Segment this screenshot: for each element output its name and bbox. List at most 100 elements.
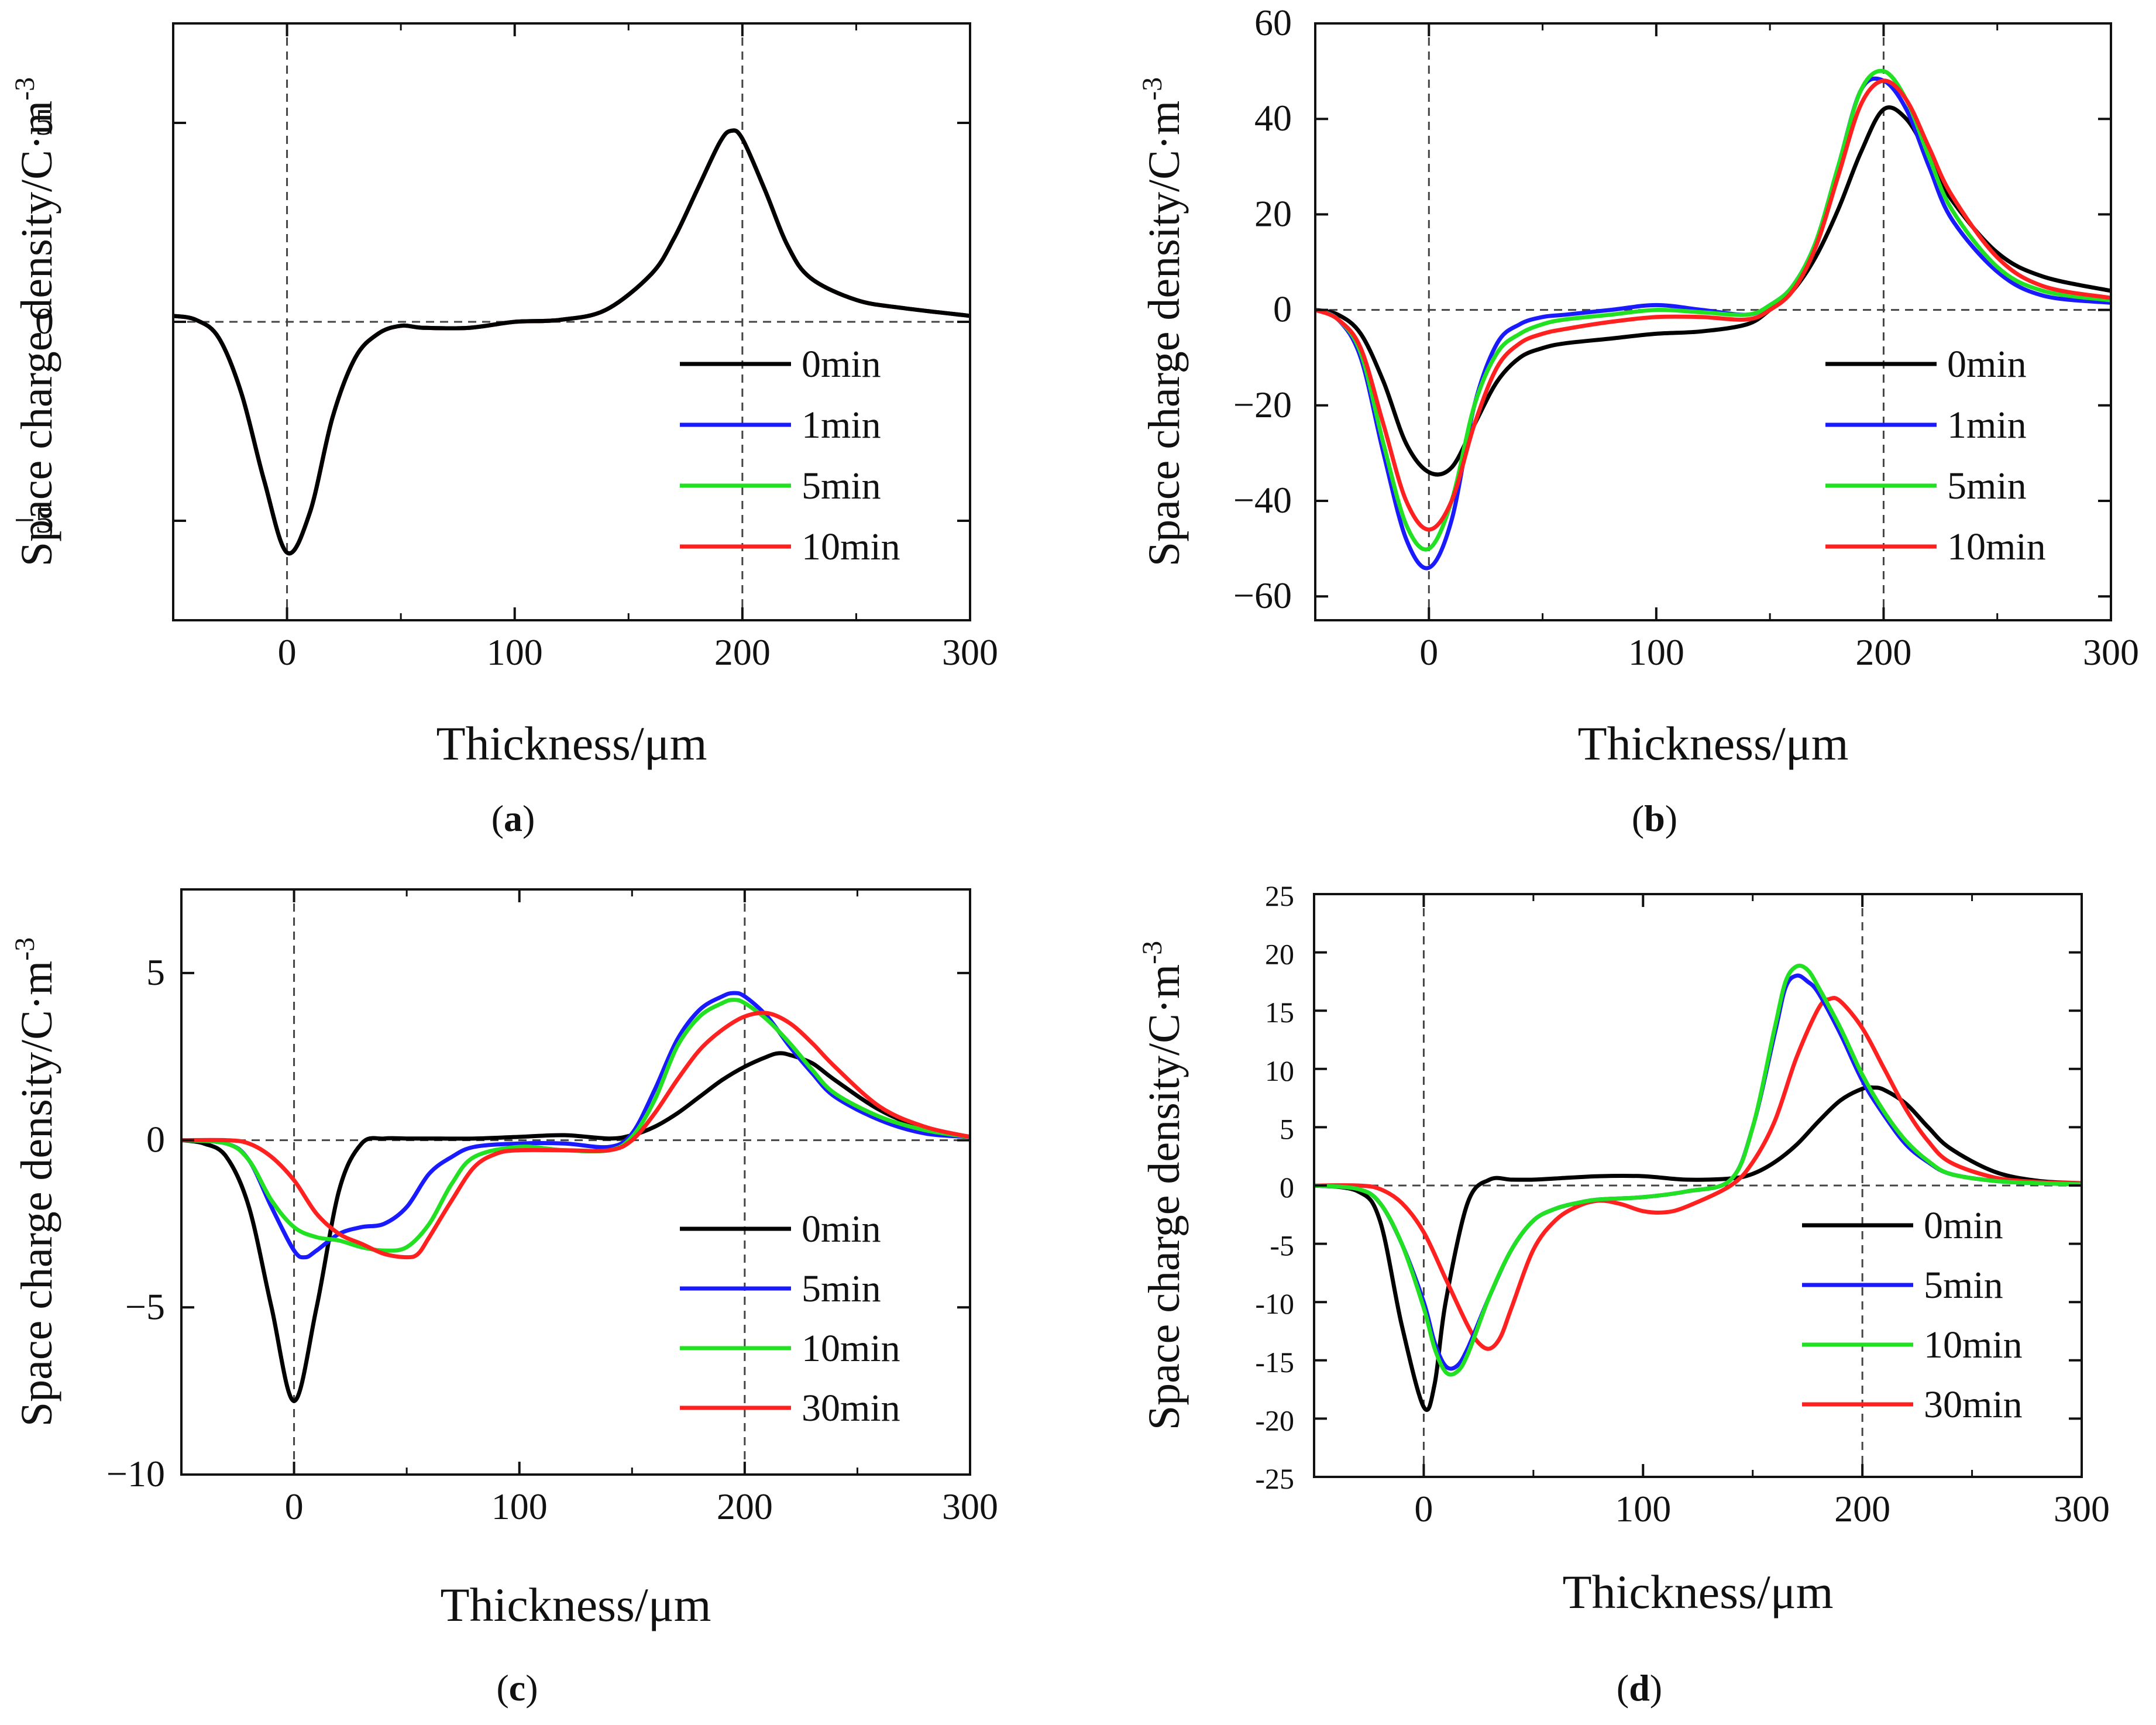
y-axis-title-main: Space charge density/C·m [1140, 964, 1189, 1430]
panel-label: (b) [1632, 798, 1677, 839]
x-tick-label: 300 [2054, 1488, 2110, 1530]
y-tick-label: 0 [1273, 288, 1292, 330]
y-tick-label: 20 [1254, 193, 1292, 234]
panel-label-letter: a [504, 798, 522, 839]
y-axis-title-superscript: -3 [1137, 941, 1168, 964]
y-tick-label: 10 [1265, 1054, 1294, 1087]
y-axis-title-main: Space charge density/C·m [1140, 101, 1189, 566]
chart-panel-d: 0 100 200 300 -25 -20 -15 -10 -5 0 5 10 15 20 25 Thickn… [1137, 879, 2110, 1709]
y-tick-label: 5 [35, 101, 54, 143]
x-axis-title: Thickness/μm [1562, 1565, 1833, 1619]
x-tick-label: 200 [1855, 631, 1911, 673]
legend-label-0min: 0min [1924, 1204, 2003, 1247]
y-tick-label: -25 [1255, 1462, 1294, 1495]
y-axis-title-superscript: -3 [9, 77, 40, 101]
panel-label-letter: d [1629, 1667, 1650, 1709]
panel-label-open: ( [1617, 1667, 1629, 1709]
panel-label-letter: c [509, 1667, 525, 1709]
panel-label-close: ) [1650, 1667, 1662, 1709]
x-tick-label: 100 [487, 631, 543, 673]
y-axis-title-superscript: -3 [9, 937, 40, 961]
x-tick-label: 100 [1615, 1488, 1671, 1530]
y-tick-label: -15 [1255, 1346, 1294, 1379]
y-tick-label: 0 [35, 300, 54, 342]
legend-label-10min: 10min [802, 1327, 900, 1370]
chart-panel-c: 0 100 200 300 −10 −5 0 5 Thickness/μm Space charg… [9, 888, 998, 1709]
y-tick-label: 15 [1265, 996, 1294, 1029]
y-tick-label: 0 [1280, 1171, 1294, 1204]
y-axis-title: Space charge density/C·m-3 [1137, 77, 1189, 566]
y-axis-title: Space charge density/C·m-3 [1137, 941, 1189, 1430]
x-tick-label: 300 [2083, 631, 2139, 673]
x-tick-label: 0 [285, 1486, 304, 1527]
series-line-10min [1314, 963, 2082, 1377]
series-line-30min [1314, 995, 2082, 1351]
y-axis-title-main: Space charge density/C·m [12, 961, 61, 1427]
y-axis-title: Space charge density/C·m-3 [9, 77, 61, 566]
series-line-5min [1314, 973, 2082, 1371]
legend-label-5min: 5min [1924, 1264, 2003, 1307]
legend-label-0min: 0min [1947, 343, 2027, 386]
y-tick-label: −10 [106, 1453, 165, 1494]
y-tick-label: -20 [1255, 1404, 1294, 1437]
chart-panel-b: 0 100 200 300 −60 −40 −20 0 20 40 60 Thickness/μm Sp… [1137, 2, 2139, 839]
series-line-5min [181, 991, 970, 1260]
y-tick-label: −60 [1233, 575, 1292, 616]
y-axis-title: Space charge density/C·m-3 [9, 937, 61, 1427]
x-tick-label: 300 [942, 631, 998, 673]
series-line-0min [173, 128, 970, 556]
legend-label-0min: 0min [802, 343, 881, 386]
series-line-30min [181, 1011, 970, 1260]
series-line-0min [1314, 1085, 2082, 1413]
panel-label-close: ) [525, 1667, 538, 1709]
series-line-5min [1315, 68, 2111, 552]
x-tick-label: 200 [717, 1486, 773, 1527]
y-tick-label: 20 [1265, 938, 1294, 971]
y-tick-label: 25 [1265, 879, 1294, 912]
y-tick-label: -5 [1270, 1229, 1294, 1262]
panel-label: (d) [1617, 1667, 1662, 1709]
x-tick-label: 300 [942, 1486, 998, 1527]
legend-label-1min: 1min [1947, 404, 2027, 446]
x-tick-label: 0 [278, 631, 297, 673]
x-tick-label: 100 [1628, 631, 1684, 673]
x-tick-label: 200 [714, 631, 771, 673]
legend-label-10min: 10min [1947, 525, 2046, 568]
legend-label-10min: 10min [802, 525, 900, 568]
legend-label-30min: 30min [1924, 1383, 2023, 1426]
panel-label: (a) [491, 798, 535, 839]
y-tick-label: −5 [125, 1286, 165, 1327]
panel-label-close: ) [1665, 798, 1677, 839]
y-tick-label: 0 [146, 1119, 165, 1160]
plot-frame [180, 888, 971, 1476]
x-axis-title: Thickness/μm [1577, 717, 1848, 770]
x-tick-label: 0 [1414, 1488, 1433, 1530]
series-line-1min [1315, 76, 2111, 571]
legend-label-5min: 5min [802, 1267, 881, 1310]
y-tick-label: −20 [1233, 384, 1292, 425]
legend-label-0min: 0min [802, 1208, 881, 1250]
y-axis-title-superscript: -3 [1137, 77, 1168, 101]
legend-label-30min: 30min [802, 1387, 900, 1430]
y-tick-label: 40 [1254, 97, 1292, 139]
x-axis-title: Thickness/μm [436, 717, 707, 770]
series-line-0min [181, 1051, 970, 1403]
legend-label-1min: 1min [802, 404, 881, 446]
y-tick-label: 5 [146, 951, 165, 993]
x-tick-label: 0 [1419, 631, 1438, 673]
x-tick-label: 100 [491, 1486, 548, 1527]
y-tick-label: −5 [14, 499, 54, 541]
panel-label-open: ( [491, 798, 504, 839]
y-axis-title-main: Space charge density/C·m [12, 101, 61, 566]
series-line-10min [1315, 78, 2111, 532]
panel-label-open: ( [1632, 798, 1644, 839]
legend-label-10min: 10min [1924, 1324, 2023, 1366]
x-axis-title: Thickness/μm [440, 1578, 711, 1631]
panel-label-open: ( [496, 1667, 508, 1709]
panel-label: (c) [496, 1667, 538, 1709]
panel-label-close: ) [522, 798, 535, 839]
y-tick-label: 60 [1254, 2, 1292, 43]
y-tick-label: −40 [1233, 479, 1292, 521]
y-tick-label: -10 [1255, 1287, 1294, 1320]
